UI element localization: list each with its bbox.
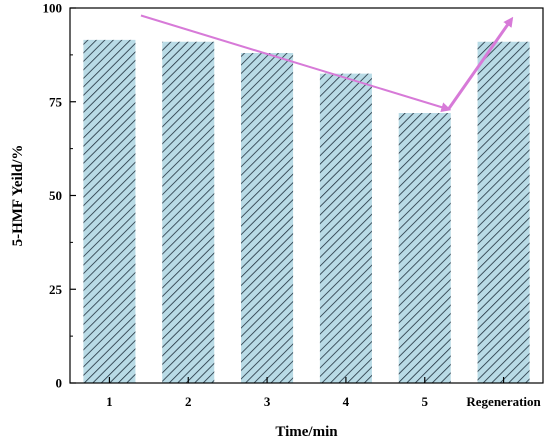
regeneration-trend-arrow: [447, 16, 514, 111]
bar-5: [398, 113, 451, 383]
plot-frame: [69, 7, 544, 384]
y-tick-label: 0: [56, 376, 63, 391]
y-tick-label: 75: [49, 94, 63, 109]
bar-2: [162, 41, 215, 383]
bars-group: [83, 39, 530, 383]
x-tick-label: 1: [106, 394, 113, 409]
x-axis-ticks: 1 2 3 4 5 Regeneration: [106, 377, 542, 409]
x-tick-label: 5: [422, 394, 429, 409]
x-axis-title: Time/min: [275, 424, 338, 440]
y-tick-label: 50: [49, 188, 62, 203]
decline-trend-arrow: [140, 14, 452, 112]
bar-1: [83, 39, 136, 383]
y-tick-label: 25: [49, 282, 63, 297]
x-tick-label: 4: [343, 394, 350, 409]
x-tick-label: 2: [185, 394, 192, 409]
y-axis-title: 5-HMF Yeild/%: [10, 145, 26, 247]
x-tick-label: Regeneration: [466, 394, 541, 409]
bar-4: [319, 73, 372, 383]
y-axis-ticks: 0 25 50 75 100: [43, 1, 76, 391]
bar-3: [241, 53, 294, 383]
x-tick-label: 3: [264, 394, 271, 409]
trend-arrows: [140, 14, 514, 112]
bar-regeneration: [477, 41, 530, 383]
y-tick-label: 100: [43, 1, 63, 16]
